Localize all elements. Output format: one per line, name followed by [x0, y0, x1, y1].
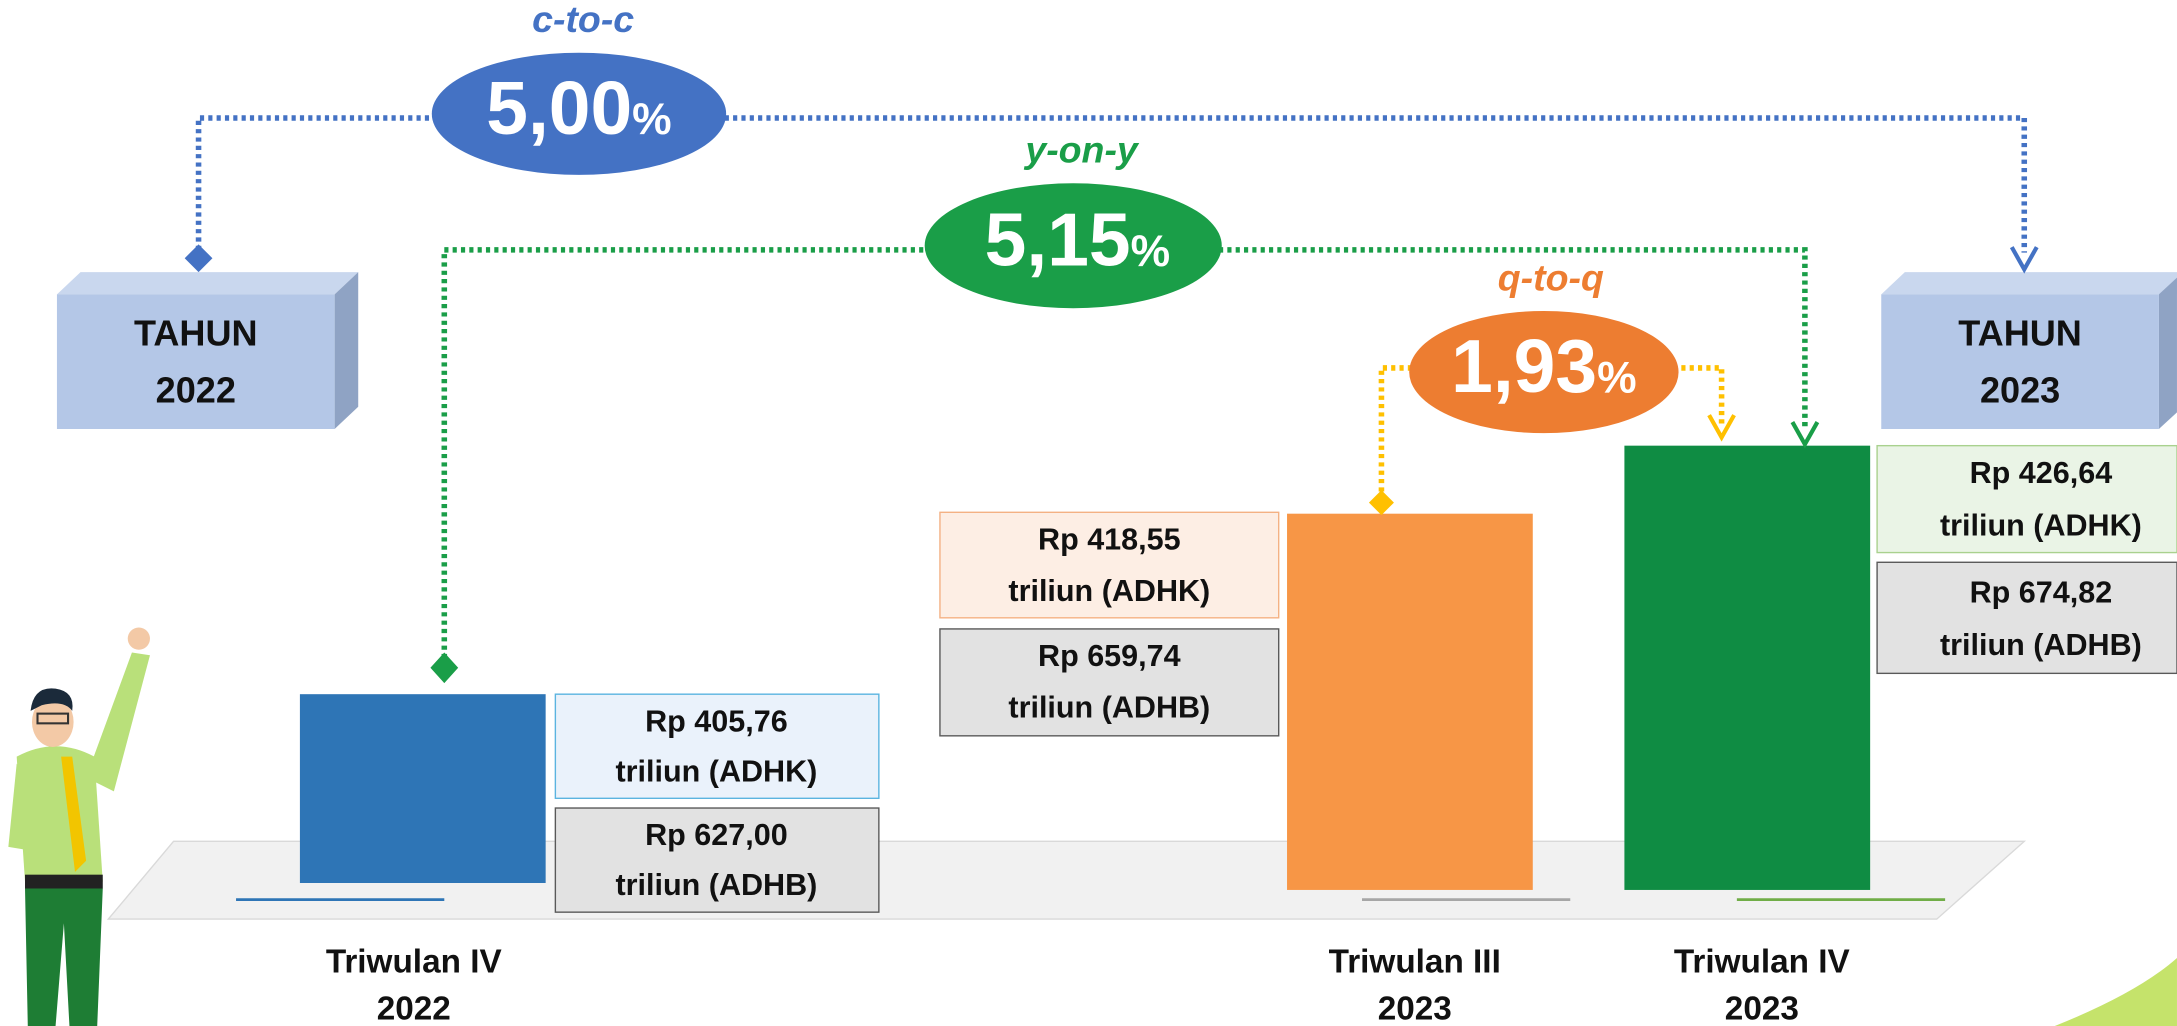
growth-value: 5,15%	[985, 198, 1170, 282]
adhb-unit: triliun (ADHB)	[1940, 628, 2142, 662]
year-block	[1881, 272, 2177, 430]
growth-unit: %	[632, 95, 671, 144]
value-box	[1876, 444, 2177, 554]
arrow	[1707, 414, 1736, 442]
adhb-value: Rp 659,74	[1038, 639, 1181, 673]
adhb-unit: triliun (ADHB)	[616, 868, 818, 902]
growth-number: 1,93	[1451, 324, 1597, 408]
arrow	[2009, 246, 2039, 274]
growth-label: y-on-y	[1023, 129, 1140, 171]
growth-label: c-to-c	[532, 0, 634, 40]
diamond	[184, 244, 213, 273]
period-label: 2023	[1725, 991, 1799, 1026]
adhk-unit: triliun (ADHK)	[1940, 509, 2142, 543]
diamond	[430, 652, 459, 684]
adhk-unit: triliun (ADHK)	[616, 754, 818, 788]
value-box	[939, 628, 1280, 737]
value-box	[554, 693, 880, 800]
decoration	[2054, 957, 2177, 1026]
bar	[1287, 513, 1533, 890]
growth-number: 5,00	[486, 66, 632, 150]
growth-badge	[924, 183, 1222, 309]
growth-badge	[1409, 310, 1679, 434]
growth-badge	[431, 52, 727, 175]
growth-number: 5,15	[985, 198, 1131, 282]
adhk-value: Rp 405,76	[645, 704, 788, 738]
growth-unit: %	[1597, 353, 1636, 402]
growth-value: 5,00%	[486, 66, 671, 150]
growth-value: 1,93%	[1451, 324, 1636, 408]
year-label: TAHUN	[1958, 313, 2082, 354]
period-label: Triwulan III	[1329, 943, 1501, 980]
period-label: 2022	[377, 991, 451, 1026]
period-label: Triwulan IV	[1674, 943, 1850, 980]
person-illustration	[8, 627, 150, 1026]
value-box	[1876, 561, 2177, 675]
arrow	[1790, 421, 1820, 449]
growth-unit: %	[1131, 227, 1170, 276]
diamond	[1368, 490, 1394, 516]
year-label: 2023	[1980, 369, 2060, 410]
adhb-value: Rp 627,00	[645, 818, 788, 852]
year-label: 2022	[156, 369, 236, 410]
adhb-value: Rp 674,82	[1970, 575, 2113, 609]
year-label: TAHUN	[134, 313, 258, 354]
adhk-unit: triliun (ADHK)	[1008, 574, 1210, 608]
adhk-value: Rp 418,55	[1038, 523, 1181, 557]
growth-label: q-to-q	[1498, 256, 1604, 298]
value-box	[939, 511, 1280, 619]
value-box	[554, 807, 880, 913]
period-label: Triwulan IV	[326, 943, 502, 980]
adhb-unit: triliun (ADHB)	[1008, 691, 1210, 725]
bar	[299, 694, 546, 883]
connectors	[195, 115, 2028, 667]
adhk-value: Rp 426,64	[1970, 456, 2113, 490]
period-label: 2023	[1378, 991, 1452, 1026]
bar	[1624, 445, 1871, 890]
year-block	[56, 272, 359, 430]
